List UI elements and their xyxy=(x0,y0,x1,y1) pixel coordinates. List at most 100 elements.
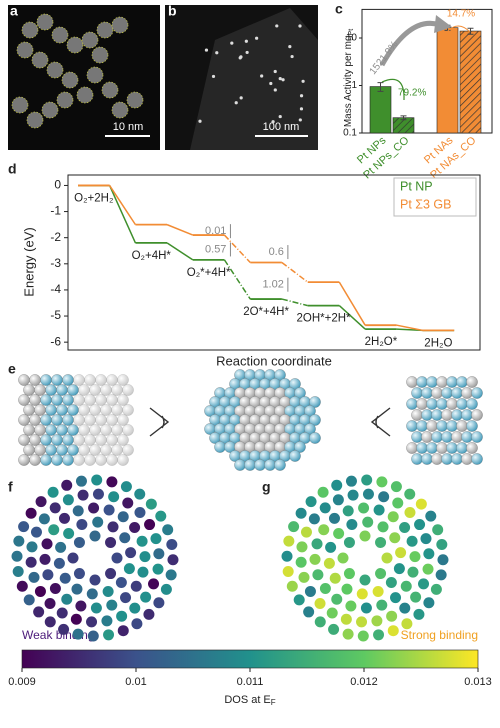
surface-atom xyxy=(376,599,388,611)
surface-atom xyxy=(136,535,148,547)
error-bar xyxy=(377,82,384,92)
atom xyxy=(436,376,448,388)
surface-atom xyxy=(144,519,156,531)
surface-atom xyxy=(153,548,165,560)
surface-atom xyxy=(390,481,402,493)
atom xyxy=(456,420,468,432)
surface-atom xyxy=(116,610,128,622)
y-tick-label: -3 xyxy=(50,256,61,270)
surface-atom xyxy=(373,629,385,641)
bar-hatch xyxy=(393,117,414,133)
connector xyxy=(108,185,137,244)
atom xyxy=(274,459,286,471)
atom xyxy=(274,369,286,381)
atom xyxy=(78,384,90,396)
atom xyxy=(84,414,96,426)
atom xyxy=(84,434,96,446)
atom xyxy=(122,424,134,436)
surface-atom xyxy=(317,486,329,498)
surface-atom xyxy=(42,569,54,581)
atom xyxy=(51,374,63,386)
y-tick-label: 0 xyxy=(54,178,61,192)
surface-atom xyxy=(88,502,100,514)
state-label: O₂+4H* xyxy=(132,250,172,262)
arrow-head xyxy=(434,15,452,33)
surface-atom xyxy=(378,491,390,503)
surface-atom xyxy=(62,494,74,506)
atom xyxy=(254,459,266,471)
nanoparticle xyxy=(51,26,69,44)
atom xyxy=(62,434,74,446)
nanoparticle xyxy=(16,41,34,59)
surface-atom xyxy=(298,571,310,583)
atom xyxy=(436,398,448,410)
connector xyxy=(223,259,251,300)
atom xyxy=(466,420,478,432)
surface-atom xyxy=(139,551,151,563)
atom xyxy=(62,394,74,406)
atom xyxy=(461,409,473,421)
atom xyxy=(441,409,453,421)
surface-atom xyxy=(409,551,421,563)
surface-atom xyxy=(318,524,330,536)
bar xyxy=(369,86,392,134)
colorbar-tick-label: 0.012 xyxy=(350,676,378,688)
atom xyxy=(40,414,52,426)
y-tick-label: -6 xyxy=(50,334,61,348)
atom xyxy=(95,414,107,426)
surface-atom xyxy=(362,488,374,500)
nanoparticle xyxy=(96,21,114,39)
surface-atom xyxy=(360,602,372,614)
atom xyxy=(294,441,306,453)
surface-atom xyxy=(386,610,398,622)
nanoparticle xyxy=(198,119,202,123)
surface-atom xyxy=(103,629,115,641)
nanoparticle xyxy=(301,79,305,83)
surface-atom xyxy=(404,506,416,518)
atom xyxy=(309,432,321,444)
nanoparticle xyxy=(41,101,59,119)
nanoparticle xyxy=(91,46,109,64)
atom xyxy=(431,431,443,443)
surface-atom xyxy=(140,591,152,603)
atom xyxy=(436,442,448,454)
surface-atom xyxy=(423,548,435,560)
colorbar-tick-label: 0.01 xyxy=(125,676,146,688)
state-label: 2H₂O xyxy=(424,337,452,349)
atom xyxy=(446,442,458,454)
atom xyxy=(78,404,90,416)
barrier-label: 0.57 xyxy=(205,243,226,255)
surface-atom xyxy=(89,530,101,542)
surface-atom xyxy=(75,475,87,487)
surface-atom xyxy=(134,488,146,500)
surface-atom xyxy=(92,516,104,528)
atom xyxy=(23,444,35,456)
surface-atom xyxy=(312,569,324,581)
surface-atom xyxy=(87,630,99,642)
surface-atom xyxy=(108,491,120,503)
nanoparticle xyxy=(56,91,74,109)
atom xyxy=(304,405,316,417)
legend-box xyxy=(393,177,477,217)
atom xyxy=(45,384,57,396)
atom xyxy=(416,420,428,432)
arrow xyxy=(379,20,441,67)
surface-atom xyxy=(377,521,389,533)
atom xyxy=(106,434,118,446)
surface-atom xyxy=(153,597,165,609)
atom xyxy=(446,398,458,410)
surface-atom xyxy=(432,524,444,536)
atom xyxy=(111,404,123,416)
atom xyxy=(78,444,90,456)
atom xyxy=(431,409,443,421)
surface-atom xyxy=(162,524,174,536)
nanoparticle xyxy=(275,24,279,28)
surface-atom xyxy=(90,602,102,614)
atom xyxy=(471,453,483,465)
surface-atom xyxy=(305,496,317,508)
atom xyxy=(451,409,463,421)
atom xyxy=(441,431,453,443)
surface-atom xyxy=(357,630,369,642)
surface-atom xyxy=(332,494,344,506)
